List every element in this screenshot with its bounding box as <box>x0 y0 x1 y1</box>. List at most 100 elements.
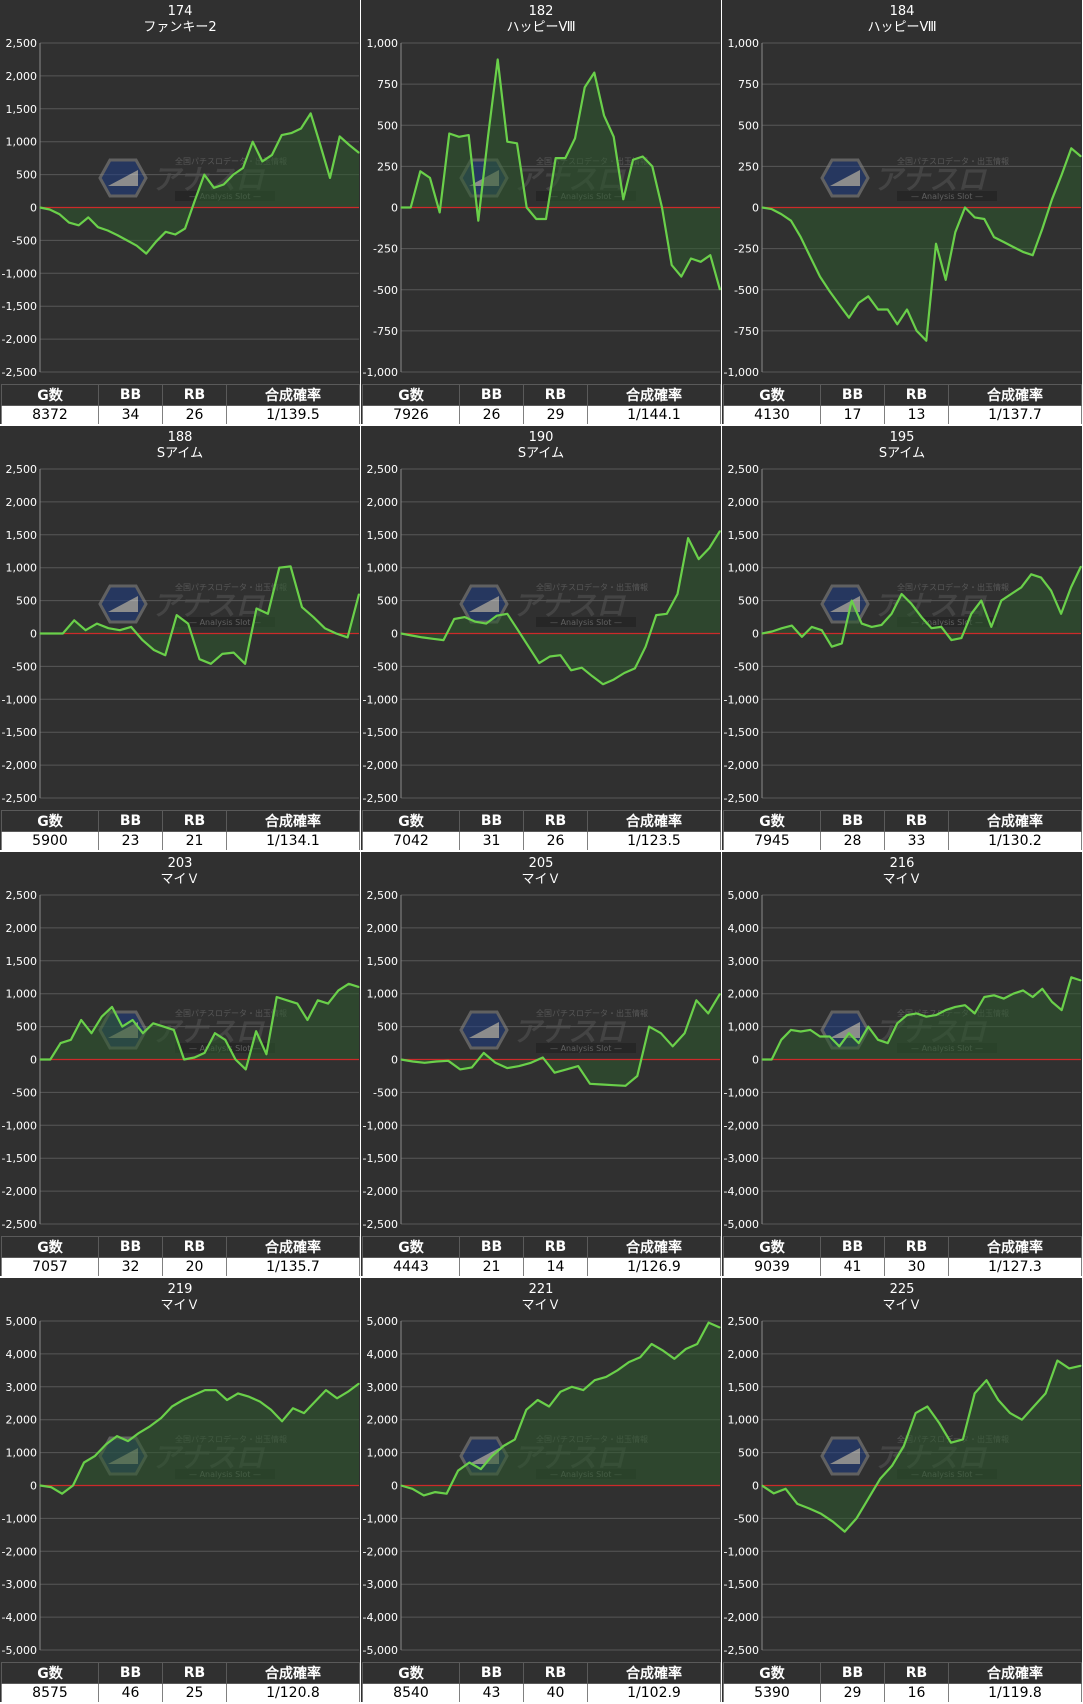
games-value: 8575 <box>1 1683 99 1702</box>
data-point <box>851 600 853 602</box>
data-point <box>685 1348 687 1350</box>
data-point <box>442 639 445 641</box>
y-tick-label: -4,000 <box>2 1611 37 1624</box>
bb-value: 21 <box>459 1257 524 1276</box>
data-point <box>1056 1359 1058 1362</box>
rb-value: 26 <box>162 405 227 424</box>
data-point <box>603 114 605 116</box>
data-point <box>1022 989 1024 992</box>
rb-value: 29 <box>523 405 588 424</box>
y-tick-label: 5,000 <box>367 1315 399 1328</box>
y-tick-label: 500 <box>16 1021 37 1034</box>
rb-value: 33 <box>884 831 949 850</box>
data-point <box>39 1058 41 1061</box>
y-tick-label: 0 <box>391 628 398 641</box>
data-point <box>149 1425 151 1427</box>
profit-chart: 2,500 2,000 1,500 1,000 500 0 -500 -1,000 -1,500… <box>363 889 721 1231</box>
data-point <box>574 137 576 140</box>
y-tick-label: -5,000 <box>2 1644 37 1657</box>
stats-header: 合成確率 <box>226 384 360 406</box>
stats-header: G数 <box>723 384 821 406</box>
data-point <box>708 1322 710 1324</box>
rb-value: 40 <box>523 1683 588 1702</box>
data-point <box>496 615 498 617</box>
data-point <box>281 134 283 136</box>
data-point <box>83 1461 85 1464</box>
data-point <box>962 1438 964 1441</box>
data-point <box>1041 228 1043 230</box>
data-point <box>903 1445 905 1447</box>
data-point <box>796 1503 799 1505</box>
data-point <box>548 1405 550 1408</box>
data-point <box>639 1356 641 1358</box>
data-point <box>1060 613 1062 615</box>
data-point <box>184 227 186 230</box>
data-point <box>424 1062 426 1064</box>
y-tick-label: 0 <box>30 1480 37 1493</box>
data-point <box>97 226 99 228</box>
y-tick-label: 5,000 <box>6 1315 38 1328</box>
y-tick-label: 2,500 <box>367 889 399 902</box>
watermark-subtitle: — Analysis Slot — <box>189 618 261 627</box>
stats-header: BB <box>98 384 163 406</box>
stats-header: RB <box>162 1662 227 1684</box>
data-point <box>790 220 792 222</box>
data-point <box>421 636 423 639</box>
data-point <box>310 112 312 115</box>
data-point <box>811 626 813 628</box>
y-tick-label: -2,000 <box>2 1185 37 1198</box>
stats-table: G数 BB RB 合成確率 7926 26 29 1/144.1 <box>362 384 721 424</box>
stats-header: BB <box>459 810 524 832</box>
games-value: 4130 <box>723 405 821 424</box>
data-point <box>506 613 508 615</box>
data-point <box>771 1058 773 1061</box>
data-point <box>464 616 466 618</box>
data-point <box>867 1026 869 1028</box>
rb-value: 13 <box>884 405 949 424</box>
y-tick-label: 1,500 <box>367 955 399 968</box>
data-point <box>526 206 528 209</box>
data-point <box>153 649 155 651</box>
y-tick-label: -1,000 <box>2 1512 37 1525</box>
y-tick-label: 1,000 <box>6 136 38 149</box>
y-tick-label: 1,500 <box>6 103 38 116</box>
games-value: 9039 <box>723 1257 821 1276</box>
data-point <box>1070 147 1072 149</box>
machine-number: 184 <box>889 4 915 19</box>
data-point <box>136 245 138 247</box>
data-point <box>683 1032 686 1034</box>
machine-number: 195 <box>889 430 915 445</box>
bb-value: 28 <box>820 831 885 850</box>
data-point <box>1009 1412 1011 1414</box>
data-point <box>121 1026 123 1028</box>
combined-rate-value: 1/126.9 <box>587 1257 721 1276</box>
y-tick-label: 2,500 <box>367 463 399 476</box>
rb-value: 20 <box>162 1257 227 1276</box>
machine-number: 216 <box>889 856 915 871</box>
data-point <box>829 290 831 292</box>
data-point <box>605 1376 607 1378</box>
data-point <box>808 1507 810 1510</box>
machine-name: ファンキー2 <box>143 20 217 35</box>
stats-header: RB <box>884 384 949 406</box>
y-tick-label: 500 <box>377 119 398 132</box>
data-point <box>719 530 721 532</box>
bb-value: 29 <box>820 1683 885 1702</box>
data-point <box>221 653 223 655</box>
data-point <box>182 1399 184 1401</box>
machine-name: Sアイム <box>517 446 565 461</box>
stats-header: G数 <box>1 384 99 406</box>
machine-panel: 174 ファンキー2 2,500 2,000 1,500 1,000 500 0 -500 -1,… <box>0 0 360 424</box>
data-point <box>841 642 843 644</box>
data-point <box>485 623 487 625</box>
y-tick-label: -2,500 <box>2 792 37 805</box>
games-value: 5900 <box>1 831 99 850</box>
data-point <box>910 603 913 605</box>
y-tick-label: -1,000 <box>363 366 398 379</box>
data-point <box>130 626 132 628</box>
y-tick-label: -2,000 <box>724 1119 759 1132</box>
data-point <box>491 1455 493 1457</box>
data-point <box>290 565 292 567</box>
stats-table: G数 BB RB 合成確率 4443 21 14 1/126.9 <box>362 1236 721 1276</box>
